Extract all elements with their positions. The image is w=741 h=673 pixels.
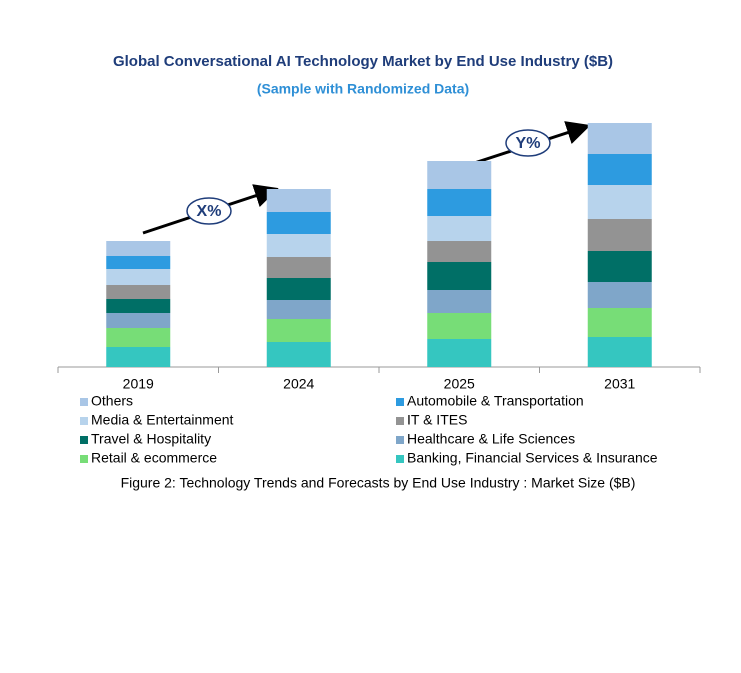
bar-segment <box>266 278 331 300</box>
x-tick-label: 2024 <box>283 376 314 392</box>
chart-title: Global Conversational AI Technology Mark… <box>113 53 613 70</box>
bar-segment <box>427 290 492 313</box>
bar-segment <box>266 234 331 257</box>
bar-segment <box>587 123 652 154</box>
bar-segment <box>587 219 652 251</box>
caption: Figure 2: Technology Trends and Forecast… <box>121 475 636 491</box>
bar-segment <box>106 347 171 367</box>
bar-segment <box>266 342 331 367</box>
bar-segment <box>427 161 492 189</box>
x-tick-label: 2025 <box>444 376 475 392</box>
chart-subtitle: (Sample with Randomized Data) <box>257 81 469 97</box>
x-tick-label: 2031 <box>604 376 635 392</box>
bar-segment <box>106 269 171 285</box>
legend-label: Automobile & Transportation <box>407 393 584 409</box>
annotation: Y% <box>516 135 541 152</box>
legend-label: Media & Entertainment <box>91 412 234 428</box>
bar-segment <box>266 257 331 278</box>
legend-label: Healthcare & Life Sciences <box>407 431 575 447</box>
bar-segment <box>427 262 492 290</box>
bar-segment <box>266 319 331 342</box>
bar-segment <box>427 189 492 216</box>
legend-swatch <box>396 436 404 444</box>
x-tick-label: 2019 <box>123 376 154 392</box>
annotation-bubble <box>505 129 551 157</box>
legend-label: IT & ITES <box>407 412 467 428</box>
bar-segment <box>427 216 492 241</box>
bar-segment <box>587 154 652 185</box>
bar-segment <box>587 308 652 337</box>
legend-label: Banking, Financial Services & Insurance <box>407 450 658 466</box>
bar-segment <box>106 256 171 269</box>
legend-swatch <box>396 417 404 425</box>
bar-segment <box>427 241 492 262</box>
bar-segment <box>587 337 652 367</box>
annotation: X% <box>197 203 222 220</box>
legend-label: Travel & Hospitality <box>91 431 211 447</box>
legend-swatch <box>80 417 88 425</box>
legend-swatch <box>396 398 404 406</box>
legend-swatch <box>396 455 404 463</box>
bar-segment <box>106 313 171 328</box>
bar-segment <box>266 300 331 319</box>
bar-segment <box>587 251 652 282</box>
bar-segment <box>266 212 331 234</box>
bar-segment <box>427 339 492 367</box>
legend-label: Others <box>91 393 133 409</box>
bar-segment <box>106 299 171 313</box>
legend-swatch <box>80 436 88 444</box>
bar-segment <box>427 313 492 339</box>
bar-segment <box>587 185 652 219</box>
legend-swatch <box>80 398 88 406</box>
bar-segment <box>106 328 171 347</box>
legend-label: Retail & ecommerce <box>91 450 217 466</box>
bar-segment <box>106 285 171 299</box>
legend-swatch <box>80 455 88 463</box>
bar-segment <box>587 282 652 308</box>
annotation-bubble <box>186 197 232 225</box>
bar-segment <box>266 189 331 212</box>
bar-segment <box>106 241 171 256</box>
